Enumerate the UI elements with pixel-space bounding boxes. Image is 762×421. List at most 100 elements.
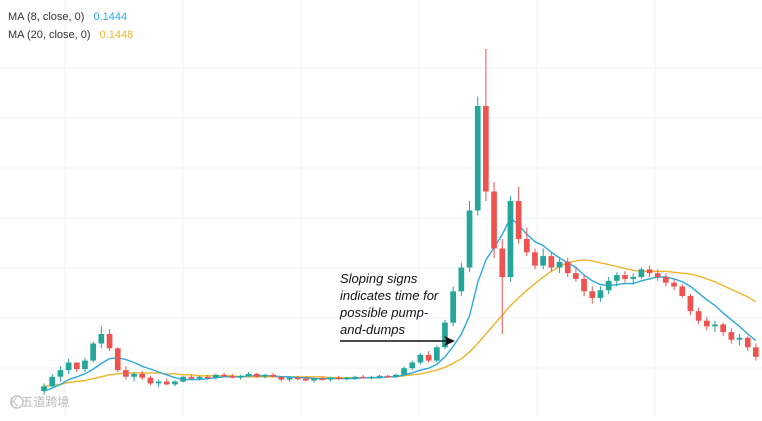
candle (221, 372, 227, 377)
candle-body-up (736, 337, 743, 340)
candle-body-down (270, 374, 276, 377)
legend-ma8: MA (8, close, 0) 0.1444 (8, 11, 127, 23)
annotation-line-2: indicates time for (340, 288, 439, 303)
annotation: Sloping signs indicates time for possibl… (339, 271, 455, 346)
candle (278, 375, 285, 382)
candle-body-up (507, 201, 514, 277)
legend-ma20: MA (20, close, 0) 0.1448 (8, 29, 133, 41)
candle (695, 307, 702, 325)
candle-body-up (474, 106, 481, 211)
candle (663, 273, 669, 287)
candle-body-up (638, 269, 645, 277)
candle (164, 378, 170, 386)
candle (466, 201, 473, 273)
candle-body-down (744, 337, 751, 348)
candle (573, 267, 579, 282)
candle-body-down (123, 370, 129, 377)
candle (753, 343, 759, 361)
candle-body-down (425, 354, 432, 361)
watermark: K 五道跨境 (10, 394, 69, 409)
candle (425, 351, 432, 363)
candle-body-down (704, 320, 710, 327)
candle (123, 366, 129, 380)
candle (474, 96, 481, 216)
candle (131, 372, 137, 382)
candle-body-down (303, 378, 309, 381)
candle-body-down (622, 275, 628, 279)
candle-body-down (139, 373, 146, 378)
candle (65, 358, 72, 374)
candle-body-down (229, 375, 236, 378)
candle (597, 286, 604, 302)
candle-body-down (106, 334, 113, 349)
candle (581, 275, 587, 296)
candle-body-up (712, 324, 718, 327)
candles (41, 49, 759, 395)
candle-body-up (286, 377, 293, 380)
candle (204, 374, 211, 380)
candle-body-up (327, 377, 334, 380)
candle-body-up (352, 376, 358, 379)
candle (499, 239, 506, 334)
candle (614, 272, 620, 287)
candle-body-up (630, 277, 636, 279)
candle (515, 186, 522, 244)
candle (262, 373, 268, 379)
candle-body-up (458, 267, 465, 292)
candle (352, 375, 358, 380)
candle (442, 319, 448, 350)
candle-body-down (335, 377, 342, 380)
candle-body-down (646, 269, 653, 274)
candle (458, 262, 465, 296)
candle (532, 248, 538, 270)
watermark-text: K 五道跨境 (10, 394, 69, 409)
candle (286, 376, 293, 382)
candle (311, 377, 317, 383)
candle (704, 316, 710, 331)
candle-body-up (597, 290, 604, 298)
candle-body-down (164, 381, 170, 385)
candle (254, 372, 260, 378)
legend-ma8-value: 0.1444 (93, 11, 127, 23)
candle-body-up (98, 334, 105, 344)
watermark-logo-icon (10, 395, 24, 409)
candle-body-up (442, 322, 448, 348)
candle-body-down (491, 191, 497, 249)
annotation-line-4: and-dumps (340, 322, 406, 337)
candle-body-down (524, 239, 530, 253)
candle-body-down (564, 261, 571, 274)
candle (434, 345, 440, 363)
candle (139, 371, 146, 380)
legend-ma8-label: MA (8, close, 0) (8, 11, 84, 23)
candle-body-down (532, 252, 538, 266)
candle-body-down (515, 201, 522, 239)
candle-body-up (605, 280, 612, 291)
candle (736, 334, 743, 346)
candle (630, 273, 636, 285)
candle-body-down (720, 324, 726, 333)
candle (229, 373, 236, 379)
candle-body-down (671, 282, 677, 287)
candle (172, 380, 178, 387)
candle-body-up (41, 386, 47, 392)
candle (180, 375, 186, 383)
candle (270, 372, 276, 378)
candle-body-up (57, 370, 64, 377)
candle-body-down (687, 296, 694, 312)
candle-body-up (401, 368, 407, 375)
candle-body-down (114, 348, 121, 371)
candle-body-up (131, 373, 137, 377)
candle (728, 328, 735, 344)
candle (360, 374, 366, 379)
candle-body-down (499, 248, 506, 277)
candle-body-down (573, 273, 579, 279)
candle (393, 373, 399, 378)
candle (556, 258, 563, 274)
candle (344, 376, 350, 381)
candle-body-down (188, 376, 195, 379)
candle (491, 182, 497, 258)
candle (483, 49, 489, 201)
candle-body-up (49, 376, 56, 387)
